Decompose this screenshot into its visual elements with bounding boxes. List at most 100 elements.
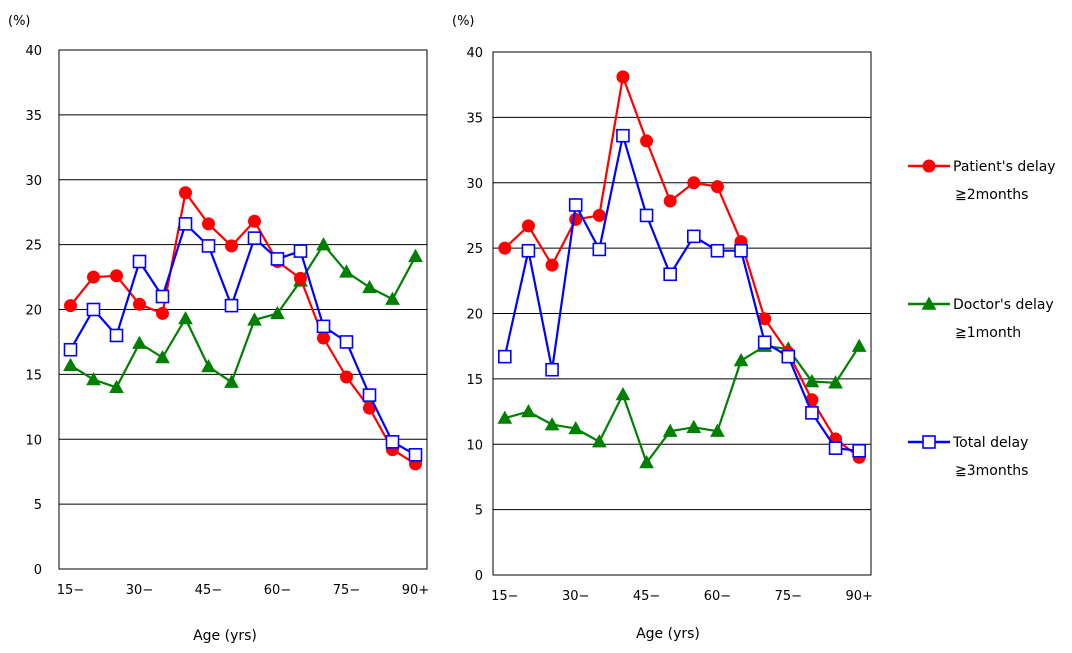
legend-label-sub: ≧1month [955, 325, 1021, 341]
data-point [385, 435, 400, 449]
legend-marker [922, 159, 936, 173]
data-point [757, 335, 772, 350]
data-point [734, 243, 748, 258]
x-axis-label: Age (yrs) [193, 628, 257, 644]
y-tick-label: 15 [466, 373, 483, 388]
x-tick-label: 60− [264, 583, 291, 598]
data-point [201, 359, 216, 373]
data-point [86, 372, 101, 386]
data-point [663, 267, 677, 282]
data-point [247, 231, 262, 245]
y-axis-label: (%) [8, 14, 31, 29]
data-point [828, 441, 843, 455]
data-point [133, 297, 146, 311]
data-point [156, 306, 169, 320]
x-tick-label: 90+ [845, 589, 872, 604]
x-tick-label: 15− [491, 589, 518, 604]
data-point [270, 252, 285, 266]
y-tick-label: 10 [466, 438, 483, 453]
data-point [316, 319, 331, 334]
data-point [498, 349, 512, 364]
data-point [568, 198, 583, 212]
data-point [687, 229, 701, 244]
y-tick-label: 30 [466, 177, 483, 192]
x-tick-label: 45− [633, 589, 660, 604]
y-tick-label: 5 [475, 504, 483, 519]
series-line [503, 134, 860, 452]
legend-marker [922, 435, 936, 449]
data-point [498, 241, 512, 255]
data-point [317, 331, 330, 345]
data-point [178, 217, 193, 231]
data-point [686, 419, 702, 433]
x-tick-label: 90+ [402, 583, 429, 598]
data-point [110, 269, 123, 283]
y-tick-label: 15 [25, 368, 42, 383]
series-line [504, 75, 860, 459]
data-point [408, 248, 423, 263]
legend-label-sub: ≧3months [955, 463, 1028, 479]
data-point [662, 423, 678, 437]
data-point [339, 335, 354, 349]
legend-label: Patient's delay [953, 159, 1056, 175]
y-tick-label: 30 [25, 174, 42, 189]
y-tick-label: 40 [25, 44, 42, 59]
data-point [224, 298, 239, 313]
data-point [639, 455, 654, 469]
data-point [733, 353, 749, 367]
data-point [616, 128, 630, 143]
data-point [521, 219, 535, 233]
y-tick-label: 20 [25, 304, 42, 319]
data-point [710, 243, 725, 258]
x-tick-label: 60− [704, 589, 731, 604]
data-point [178, 311, 193, 325]
data-point [316, 237, 331, 251]
data-point [663, 194, 677, 208]
data-point [202, 217, 215, 231]
data-point [270, 305, 285, 320]
data-point [828, 375, 843, 389]
y-tick-label: 40 [466, 46, 483, 61]
data-point [340, 370, 353, 384]
series-line [69, 222, 417, 456]
x-tick-label: 75− [775, 589, 802, 604]
data-point [521, 243, 536, 258]
data-point [592, 208, 606, 222]
data-point [545, 362, 559, 377]
y-tick-label: 10 [25, 433, 42, 448]
y-tick-label: 25 [466, 242, 483, 257]
x-tick-label: 30− [562, 589, 589, 604]
legend-marker [921, 296, 937, 310]
y-tick-label: 0 [34, 563, 42, 578]
series-line [504, 345, 861, 464]
series-line [69, 243, 417, 389]
data-point [293, 244, 308, 258]
data-point [155, 349, 170, 364]
legend-label-sub: ≧2months [955, 187, 1028, 203]
x-tick-label: 45− [195, 583, 222, 598]
data-point [201, 239, 216, 253]
data-point [339, 264, 354, 278]
data-point [804, 373, 820, 388]
data-point [362, 279, 377, 294]
data-point [521, 404, 536, 418]
data-point [109, 379, 124, 394]
y-axis-label: (%) [452, 14, 475, 29]
data-point [497, 410, 513, 424]
data-point [63, 357, 78, 371]
data-point [294, 271, 307, 285]
data-point [385, 291, 400, 305]
x-axis-label: Age (yrs) [636, 626, 700, 642]
data-point [591, 434, 607, 448]
data-point [86, 302, 101, 317]
right-chart: 0 5 10 15 20 25 30 35 40 15− 30− 45− 60− 75− 90+ (%) Age… [452, 14, 873, 642]
data-point [710, 423, 725, 437]
data-point [616, 70, 630, 84]
legend-label: Total delay [952, 435, 1028, 451]
data-point [179, 186, 192, 200]
data-point [851, 338, 867, 352]
x-tick-label: 15− [57, 583, 84, 598]
data-point [592, 242, 607, 257]
